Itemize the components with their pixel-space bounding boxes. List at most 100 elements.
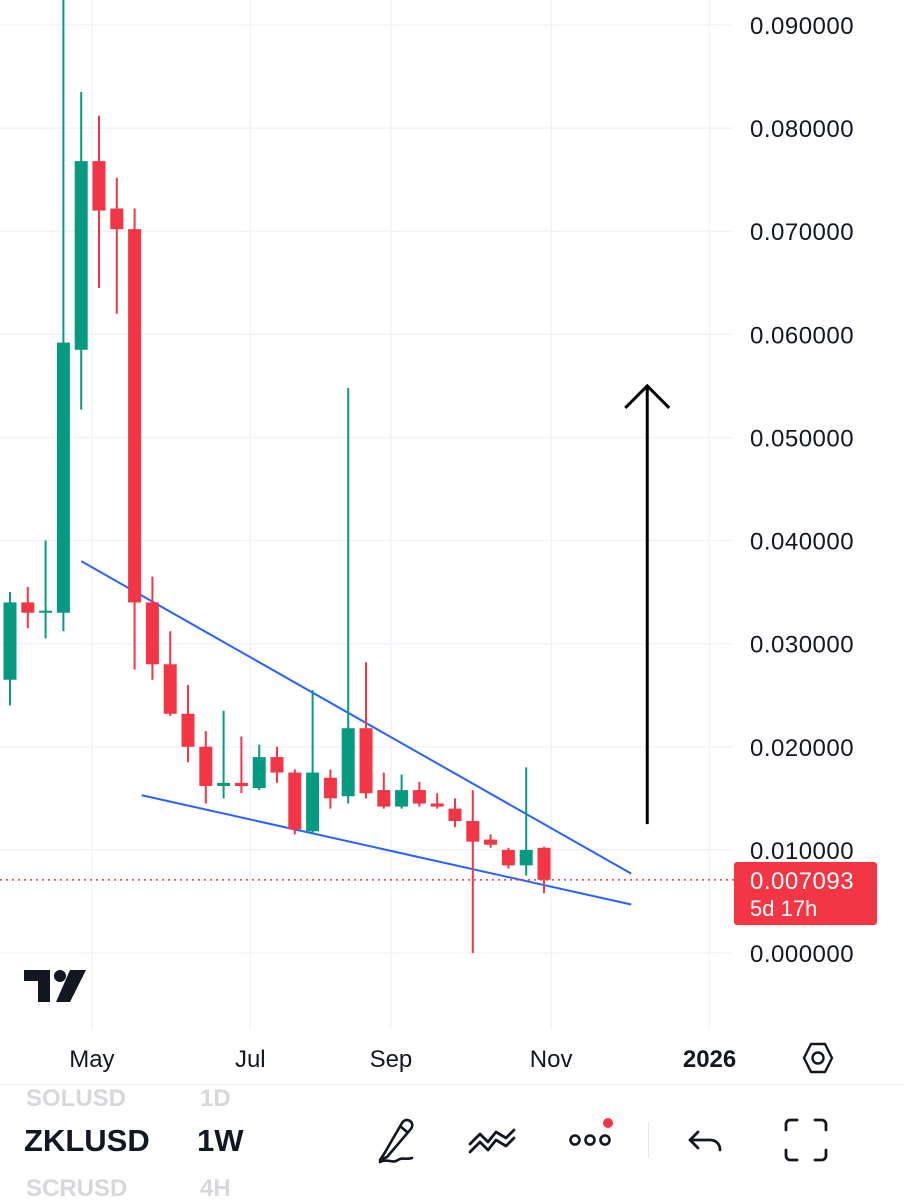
candle <box>359 662 373 799</box>
candle <box>252 744 266 791</box>
candle <box>39 540 53 639</box>
candle <box>537 846 551 894</box>
candle-body <box>377 790 391 807</box>
candle-body <box>252 757 266 789</box>
symbol-current[interactable]: ZKLUSD <box>24 1123 150 1158</box>
candle-body <box>163 664 177 714</box>
candle <box>74 92 88 410</box>
undo-icon[interactable] <box>676 1110 736 1170</box>
tradingview-logo-icon <box>24 968 88 1004</box>
candle-body <box>519 849 533 866</box>
x-tick-label: Sep <box>370 1046 413 1073</box>
price-chart[interactable]: 0.090000 0.080000 0.070000 0.060000 0.050000… <box>0 0 904 1084</box>
candle <box>466 790 480 953</box>
y-tick-label: 0.030000 <box>750 632 854 659</box>
candle-countdown: 5d 17h <box>750 896 818 921</box>
notification-dot <box>603 1118 613 1128</box>
symbol-next[interactable]: SCRUSD <box>26 1175 128 1202</box>
candle <box>199 731 213 804</box>
candle-body <box>359 728 373 794</box>
candle <box>323 769 337 809</box>
candle <box>56 0 70 632</box>
candle <box>3 592 17 706</box>
interval-next[interactable]: 4H <box>200 1175 231 1202</box>
candle-body <box>181 713 195 747</box>
arrow-head <box>624 383 671 409</box>
candle-body <box>448 808 462 822</box>
candle <box>128 208 142 670</box>
x-tick-label: May <box>69 1046 114 1073</box>
fullscreen-icon[interactable] <box>776 1110 836 1170</box>
candle-body <box>412 790 426 804</box>
candle <box>270 746 284 783</box>
y-tick-label: 0.010000 <box>750 838 854 865</box>
chart-grid <box>0 0 733 1030</box>
y-tick-label: 0.050000 <box>750 425 854 452</box>
trendline-upper <box>80 560 632 875</box>
candle <box>519 767 533 876</box>
x-tick-label: Nov <box>530 1046 573 1073</box>
candle-body <box>217 782 231 786</box>
candles <box>3 0 551 953</box>
last-price-value: 0.007093 <box>750 868 855 895</box>
y-axis: 0.090000 0.080000 0.070000 0.060000 0.050000… <box>750 13 854 968</box>
candle-body <box>288 772 302 830</box>
candle-body <box>430 803 444 807</box>
x-tick-label: 2026 <box>683 1046 736 1073</box>
y-tick-label: 0.000000 <box>750 941 854 968</box>
candle <box>234 736 248 794</box>
drawing-pen-icon[interactable] <box>366 1110 426 1170</box>
bottom-toolbar: SOLUSD ZKLUSD SCRUSD 1D 1W 4H <box>0 1084 904 1202</box>
candle <box>92 115 106 288</box>
candle-body <box>56 342 70 613</box>
candle-body <box>341 728 355 797</box>
toolbar-separator <box>648 1122 649 1158</box>
candle <box>145 576 159 680</box>
candle-body <box>3 602 17 680</box>
candle <box>395 774 409 809</box>
y-tick-label: 0.020000 <box>750 735 854 762</box>
candle <box>448 798 462 828</box>
candle <box>377 772 391 809</box>
candle-body <box>128 229 142 603</box>
candle-body <box>306 772 320 832</box>
candle-body <box>234 782 248 786</box>
symbol-prev[interactable]: SOLUSD <box>26 1085 127 1112</box>
candle-body <box>501 849 515 866</box>
candle <box>217 710 231 799</box>
interval-current[interactable]: 1W <box>197 1123 244 1158</box>
y-tick-label: 0.090000 <box>750 13 854 40</box>
candle-body <box>199 746 213 786</box>
indicators-icon[interactable] <box>462 1110 522 1170</box>
candle-body <box>395 790 409 807</box>
last-price-badge: 0.007093 5d 17h <box>734 862 877 925</box>
x-axis: May Jul Sep Nov 2026 <box>69 1046 736 1073</box>
candle-body <box>39 610 53 613</box>
candle <box>306 690 320 835</box>
candle-body <box>74 161 88 350</box>
candle-body <box>270 757 284 773</box>
candle-body <box>21 602 35 613</box>
candle-body <box>466 821 480 842</box>
y-tick-label: 0.040000 <box>750 529 854 556</box>
y-tick-label: 0.080000 <box>750 116 854 143</box>
target-arrow <box>624 383 671 825</box>
candle <box>501 847 515 869</box>
chart-settings-icon[interactable] <box>800 1040 836 1076</box>
y-tick-label: 0.060000 <box>750 322 854 349</box>
candle-body <box>145 602 159 665</box>
candle <box>341 387 355 804</box>
interval-prev[interactable]: 1D <box>200 1085 231 1112</box>
candle <box>21 586 35 629</box>
candle <box>163 631 177 716</box>
candle <box>288 769 302 835</box>
y-tick-label: 0.070000 <box>750 219 854 246</box>
x-tick-label: Jul <box>235 1046 266 1073</box>
trendlines <box>80 560 632 906</box>
candle <box>110 177 124 314</box>
trendline-lower <box>141 794 632 906</box>
candle <box>412 781 426 807</box>
candle <box>484 834 498 848</box>
candle-body <box>92 161 106 211</box>
more-icon[interactable] <box>560 1110 620 1170</box>
